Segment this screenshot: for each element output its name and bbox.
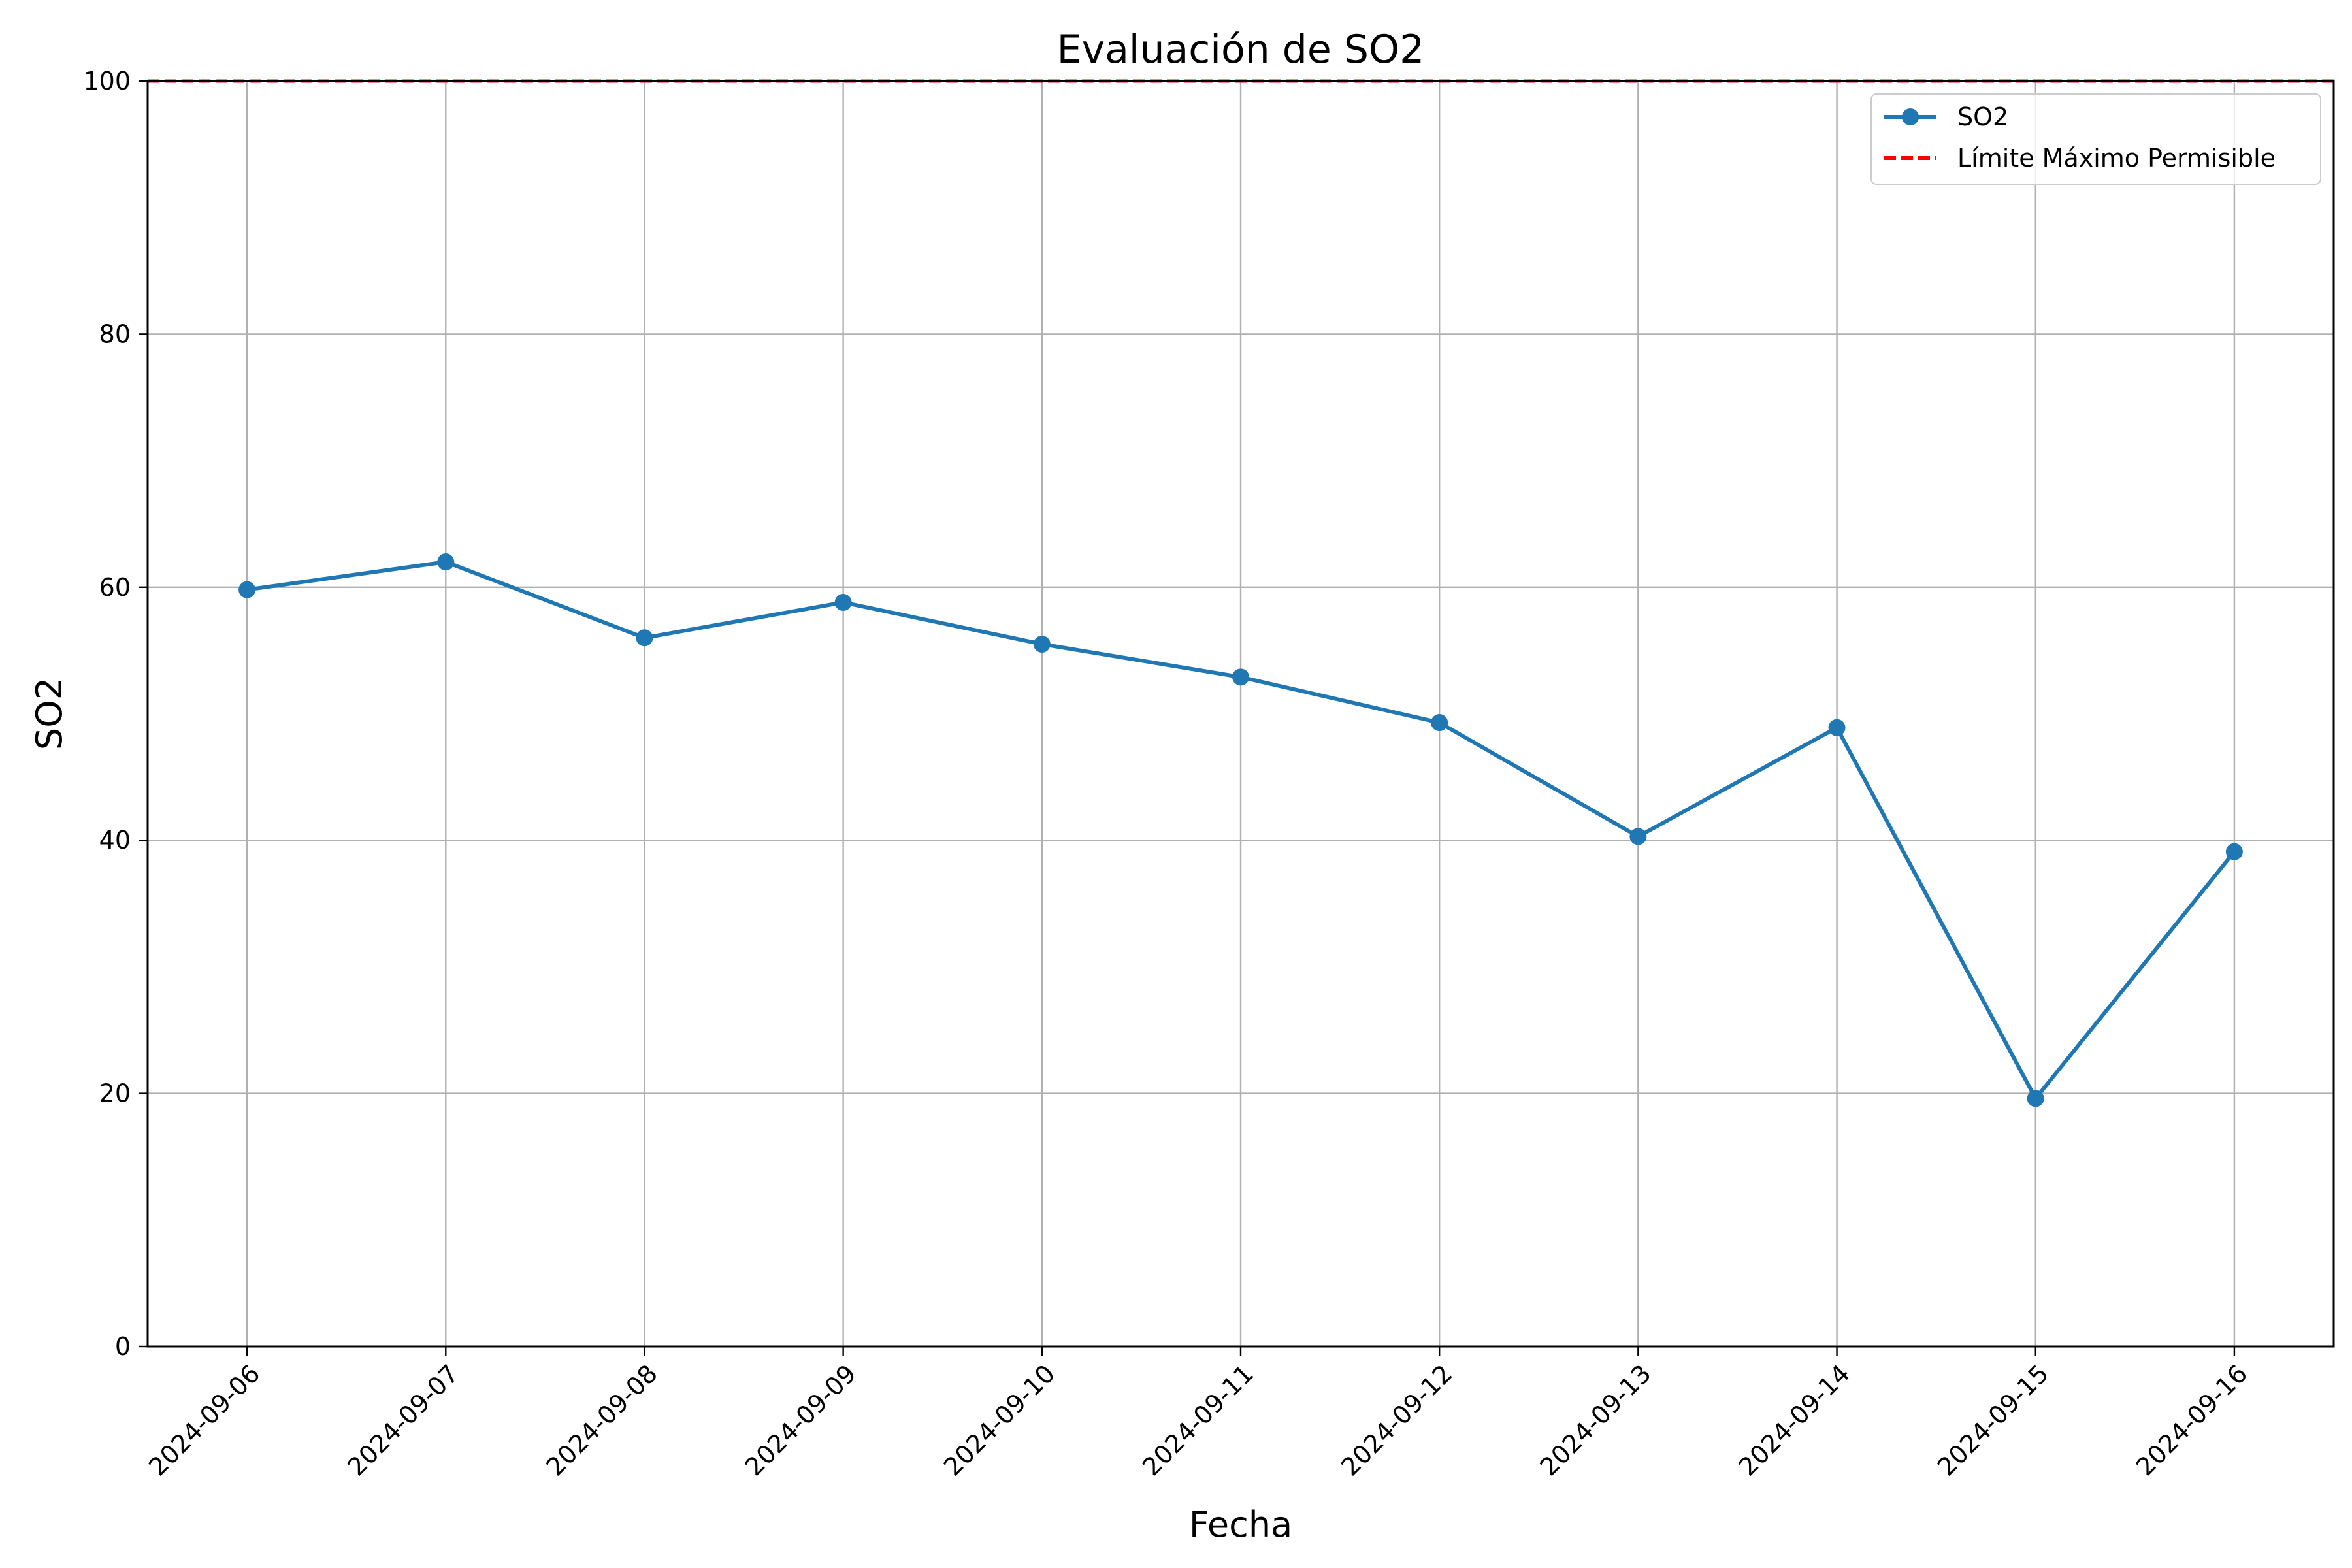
legend-box [1870, 93, 2321, 185]
y-tick-label: 0 [115, 1332, 131, 1361]
data-point-so2 [2027, 1090, 2044, 1107]
y-tick-label: 60 [99, 573, 131, 602]
chart-title: Evaluación de SO2 [1057, 27, 1425, 73]
data-point-so2 [238, 581, 256, 598]
data-point-so2 [1431, 714, 1448, 732]
legend-entry-limit: Límite Máximo Permisible [1957, 144, 2276, 172]
y-tick-label: 40 [99, 826, 131, 855]
legend-swatch-so2-marker [1902, 108, 1919, 125]
y-tick-label: 100 [83, 67, 131, 95]
legend: SO2 Límite Máximo Permisible [1870, 93, 2321, 185]
series-layer [238, 553, 2243, 1107]
data-point-so2 [1232, 668, 1249, 686]
legend-entry-so2: SO2 [1957, 103, 2008, 131]
data-point-so2 [437, 553, 455, 571]
data-point-so2 [834, 594, 852, 612]
y-axis-ticks: 0 20 40 60 80 100 [83, 67, 148, 1361]
y-axis-label: SO2 [29, 678, 70, 750]
data-point-so2 [2225, 843, 2243, 860]
y-tick-label: 80 [99, 319, 131, 348]
data-point-so2 [1629, 828, 1647, 845]
y-tick-label: 20 [99, 1079, 131, 1108]
data-point-so2 [636, 629, 653, 647]
data-point-so2 [1033, 635, 1051, 653]
x-axis-label: Fecha [1189, 1504, 1292, 1545]
data-point-so2 [1828, 719, 1846, 736]
